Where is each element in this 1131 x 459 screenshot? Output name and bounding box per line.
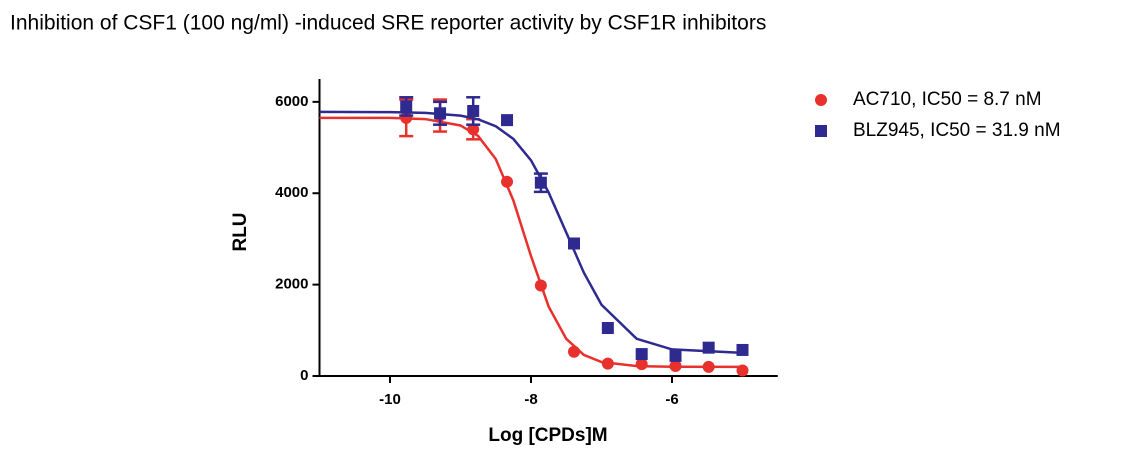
y-axis-title: RLU xyxy=(230,212,251,251)
data-point xyxy=(534,176,547,189)
legend-marker xyxy=(815,94,827,106)
legend-marker xyxy=(815,125,827,137)
y-tick-label: 2000 xyxy=(275,276,308,293)
data-point xyxy=(568,237,581,250)
legend-label: AC710, IC50 = 8.7 nM xyxy=(853,89,1042,110)
data-point xyxy=(601,357,614,370)
data-point xyxy=(736,364,749,377)
y-tick-label: 4000 xyxy=(275,184,308,201)
fit-curve xyxy=(319,116,743,369)
data-point xyxy=(501,175,514,188)
chart-title: Inhibition of CSF1 (100 ng/ml) -induced … xyxy=(10,12,766,35)
y-tick-label: 0 xyxy=(300,367,308,384)
y-tick-label: 6000 xyxy=(275,93,308,110)
data-point xyxy=(568,345,581,358)
data-point xyxy=(702,341,715,354)
x-tick-label: -10 xyxy=(379,391,401,408)
data-point xyxy=(635,358,648,371)
fit-curve xyxy=(319,110,743,355)
x-axis-title: Log [CPDs]M xyxy=(488,425,607,446)
data-point xyxy=(467,104,480,117)
data-point xyxy=(501,114,514,127)
data-point xyxy=(635,348,648,361)
legend-label: BLZ945, IC50 = 31.9 nM xyxy=(853,120,1061,141)
x-tick-label: -6 xyxy=(665,391,678,408)
data-point xyxy=(467,123,480,136)
data-point xyxy=(400,100,413,113)
data-point xyxy=(736,343,749,356)
data-point xyxy=(669,349,682,362)
x-tick-label: -8 xyxy=(524,391,537,408)
data-point xyxy=(669,359,682,372)
data-point xyxy=(702,360,715,373)
data-point xyxy=(534,279,547,292)
data-point xyxy=(434,107,447,120)
data-point xyxy=(601,322,614,335)
